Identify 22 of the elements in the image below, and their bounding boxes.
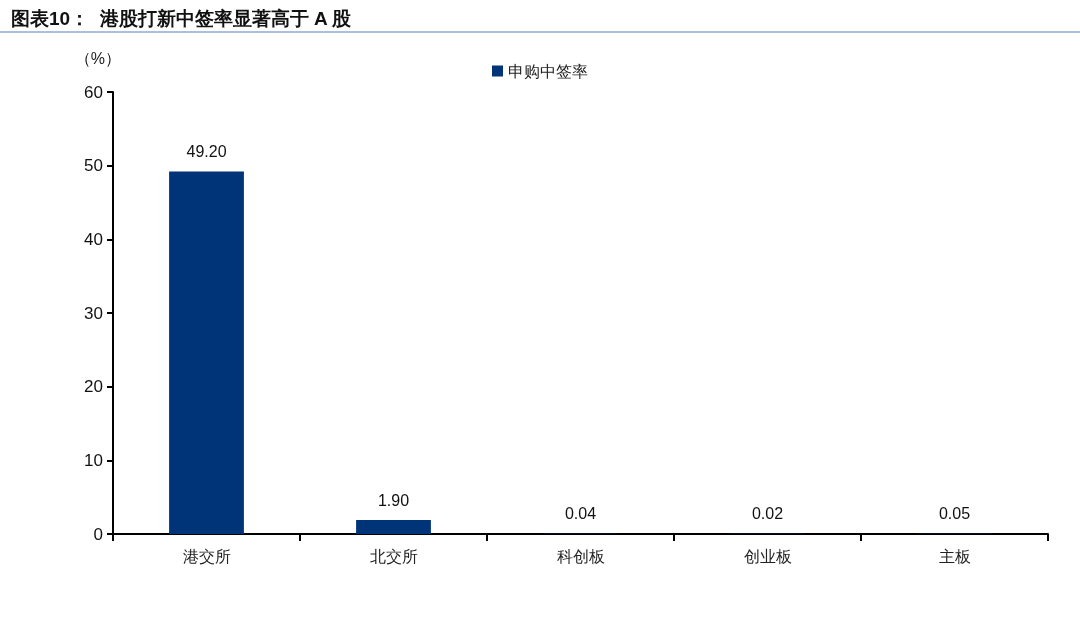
y-tick-label: 20 <box>84 377 103 397</box>
bar <box>356 520 431 534</box>
y-tick-label: 60 <box>84 82 103 102</box>
y-tick-label: 50 <box>84 156 103 176</box>
y-tick-label: 0 <box>93 524 103 544</box>
legend-label: 申购中签率 <box>508 62 588 80</box>
x-tick-label: 北交所 <box>369 547 418 565</box>
x-tick-label: 创业板 <box>743 547 792 565</box>
y-tick-label: 40 <box>84 229 103 249</box>
x-tick-label: 港交所 <box>182 547 231 565</box>
data-label: 49.20 <box>186 143 227 161</box>
y-axis-title: （%） <box>74 49 121 67</box>
y-tick-label: 10 <box>84 450 103 470</box>
bar <box>169 171 244 534</box>
x-tick-label: 主板 <box>938 547 971 565</box>
data-label: 0.05 <box>938 505 971 523</box>
y-tick-label: 30 <box>84 303 103 323</box>
chart-title: 图表10： 港股打新中签率显著高于 A 股 <box>11 8 353 29</box>
data-label: 0.04 <box>564 505 597 523</box>
data-label: 1.90 <box>377 491 410 509</box>
data-label: 0.02 <box>751 505 784 523</box>
x-tick-label: 科创板 <box>556 547 605 565</box>
